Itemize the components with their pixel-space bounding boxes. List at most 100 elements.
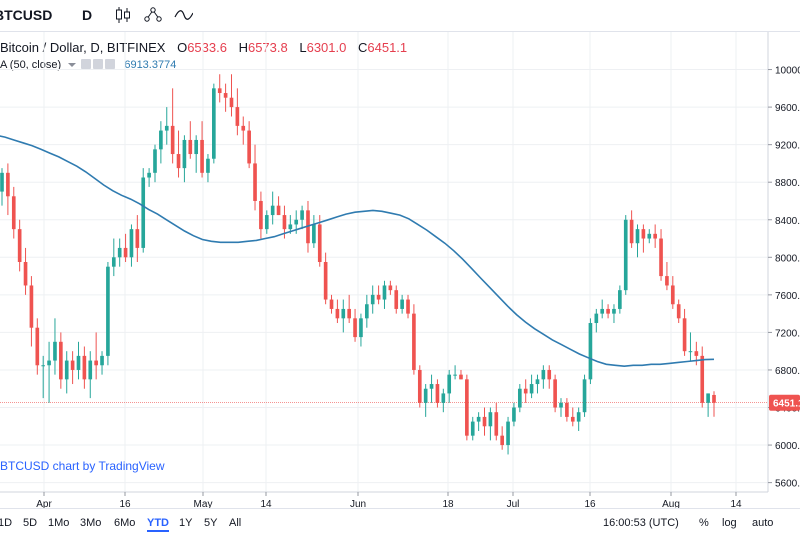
candle: [217, 74, 222, 103]
ohlc-legend: Bitcoin / Dollar, D, BITFINEX O6533.6 H6…: [0, 40, 407, 55]
candle-body: [547, 369, 552, 380]
candle-body: [212, 88, 216, 159]
x-tick-label: May: [194, 499, 213, 510]
candle-body: [88, 360, 93, 380]
ma-dropdown-icon[interactable]: [68, 63, 77, 67]
compare-icon[interactable]: [173, 5, 193, 25]
ma-remove-icon[interactable]: [105, 59, 116, 69]
candle-body: [441, 393, 446, 403]
utc-clock[interactable]: 16:00:53 (UTC): [603, 517, 679, 529]
candle-body: [35, 327, 40, 366]
y-tick-label: 9200.00: [775, 141, 800, 152]
range-1d[interactable]: 1D: [0, 517, 13, 529]
auto-toggle[interactable]: auto: [752, 517, 774, 529]
candle: [229, 74, 234, 117]
candle-body: [188, 139, 193, 155]
candle: [512, 402, 516, 427]
candle: [500, 426, 504, 450]
range-ytd[interactable]: YTD: [147, 517, 169, 532]
series-title: Bitcoin / Dollar, D, BITFINEX: [0, 40, 166, 55]
candle: [259, 191, 263, 239]
candle: [682, 308, 687, 356]
range-all[interactable]: All: [229, 517, 242, 529]
candle-body: [623, 219, 628, 291]
candle: [394, 285, 399, 314]
candle: [623, 215, 628, 295]
candle: [629, 210, 634, 248]
range-6mo[interactable]: 6Mo: [114, 517, 136, 529]
range-1y[interactable]: 1Y: [179, 517, 193, 529]
candle-body: [229, 97, 234, 108]
y-tick-label: 10000.00: [775, 66, 800, 77]
indicators-icon[interactable]: [143, 5, 163, 25]
candle-body: [447, 374, 452, 394]
candle-body: [176, 154, 181, 169]
candle: [106, 262, 110, 366]
candle-body: [653, 233, 657, 239]
candle-body: [247, 130, 251, 164]
last-price-tag-bg: [769, 394, 800, 411]
x-tick-label: Jun: [350, 499, 366, 510]
candle-body: [200, 139, 204, 173]
candle-body: [153, 149, 157, 173]
candle-body: [682, 318, 687, 352]
candle: [400, 294, 404, 314]
tradingview-watermark[interactable]: BTCUSD chart by TradingView: [0, 459, 165, 473]
candle-body: [512, 407, 516, 422]
candle-body: [294, 219, 299, 225]
range-5d[interactable]: 5D: [23, 517, 38, 529]
percent-toggle[interactable]: %: [699, 517, 709, 529]
candle-body: [641, 229, 646, 239]
candle: [206, 154, 210, 183]
candle: [459, 369, 463, 380]
candle-body: [300, 210, 304, 220]
x-tick-label: 14: [730, 499, 742, 510]
candle-body: [594, 313, 599, 324]
candle: [235, 88, 240, 136]
candle-body: [665, 276, 669, 286]
candle: [111, 238, 116, 277]
candle-body: [194, 139, 199, 155]
candle-body: [688, 351, 693, 353]
high-label: H: [238, 40, 248, 55]
x-tick-label: 16: [119, 499, 131, 510]
candle: [506, 416, 510, 455]
last-price-tag: 6451.1: [769, 394, 800, 411]
candle: [535, 374, 540, 394]
candle: [129, 224, 134, 267]
candle: [147, 168, 151, 187]
range-1mo[interactable]: 1Mo: [48, 517, 70, 529]
candle-body: [506, 421, 510, 446]
candle-body: [341, 308, 346, 319]
range-3mo[interactable]: 3Mo: [80, 517, 102, 529]
range-5y[interactable]: 5Y: [204, 517, 218, 529]
candle: [76, 341, 81, 380]
y-tick-label: 6800.00: [775, 366, 800, 377]
candles-icon[interactable]: [113, 5, 133, 25]
candle-body: [147, 172, 151, 178]
candle: [117, 238, 122, 267]
candle: [188, 121, 193, 159]
candle: [88, 351, 93, 399]
top-toolbar: BTCUSD D: [0, 0, 800, 32]
candle: [659, 229, 663, 281]
candle-body: [29, 285, 34, 328]
log-toggle[interactable]: log: [722, 517, 737, 529]
candle-body: [382, 285, 387, 300]
symbol-search-button[interactable]: BTCUSD: [0, 7, 53, 23]
candle-body: [241, 125, 246, 131]
candle: [523, 379, 528, 403]
candle: [194, 135, 199, 173]
x-tick-label: Apr: [36, 499, 52, 510]
interval-button[interactable]: D: [82, 7, 93, 23]
candle-body: [659, 238, 663, 277]
candle: [570, 407, 575, 427]
candle: [647, 229, 652, 244]
ma-visibility-icon[interactable]: [81, 59, 92, 69]
candle: [35, 318, 40, 375]
candle: [441, 388, 446, 413]
ma-settings-icon[interactable]: [93, 59, 104, 69]
candle-body: [376, 294, 381, 300]
candle-body: [59, 341, 63, 380]
